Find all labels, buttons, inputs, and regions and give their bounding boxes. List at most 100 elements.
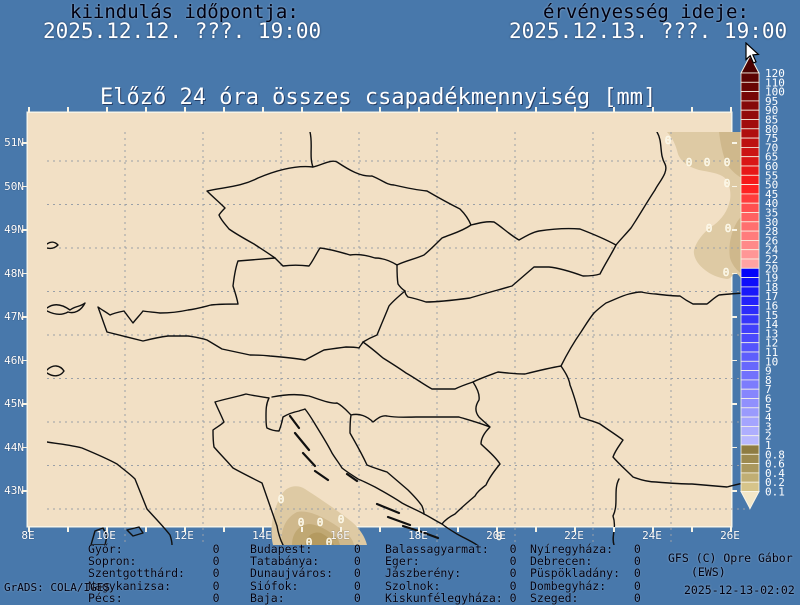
colorbar-segment: [740, 360, 760, 371]
lon-tick: [652, 107, 654, 112]
border-hungary: [362, 290, 751, 390]
zero-contour-label: 0: [338, 513, 345, 526]
lon-tick: [340, 107, 342, 112]
border-serbia-romania-bulgaria: [560, 365, 751, 546]
colorbar-tick-label: 0.4: [765, 467, 785, 480]
station-row: Jászberény: 0: [385, 566, 517, 581]
precip-area-light-ne: [667, 132, 751, 284]
lon-tick: [145, 107, 147, 112]
precip-area-darkest-sw: [305, 532, 335, 545]
lat-label: 44N: [4, 440, 24, 454]
coast-croatian-islands: [289, 414, 440, 540]
colorbar-segment: [740, 156, 760, 167]
colorbar-segment: [740, 193, 760, 204]
colorbar-segment: [740, 277, 760, 288]
station-row: Siófok: 0: [250, 578, 361, 593]
border-czech: [206, 160, 472, 267]
border-slovakia: [396, 221, 617, 303]
grads-stamp: GrADS: COLA/IGES: [4, 581, 110, 594]
colorbar-segment: [740, 323, 760, 334]
colorbar-tick-label: 3: [765, 420, 772, 433]
colorbar-segment: [740, 212, 760, 223]
zero-contour-label: 0: [724, 177, 731, 190]
station-row: Eger: 0: [385, 554, 517, 569]
colorbar-segment: [740, 267, 760, 279]
colorbar-tick-label: 0.2: [765, 476, 785, 489]
colorbar-tick-label: 14: [765, 318, 779, 331]
station-row: Győr: 0: [88, 542, 220, 556]
station-row: Tatabánya: 0: [250, 554, 361, 569]
colorbar-tick-label: 65: [765, 151, 778, 164]
valid-time-value: 2025.12.13. ???. 19:00: [509, 19, 788, 43]
lat-tick: [22, 446, 27, 448]
colorbar-segment: [740, 165, 760, 176]
lon-tick: [574, 527, 576, 532]
lon-tick: [613, 107, 615, 112]
border-oder: [309, 131, 314, 168]
lon-label: 16E: [330, 529, 350, 542]
colorbar-tick-label: 28: [765, 225, 778, 238]
lat-tick: [732, 185, 737, 187]
colorbar-tick-label: 19: [765, 272, 778, 285]
colorbar-tick-label: 0.6: [765, 458, 785, 471]
colorbar-segment: [740, 147, 760, 158]
colorbar-tick-label: 30: [765, 216, 778, 229]
lon-tick: [691, 527, 693, 532]
colorbar-segment: [740, 481, 760, 492]
station-row: Baja: 0: [250, 590, 361, 605]
colorbar-tick-label: 0.1: [765, 486, 785, 499]
lat-label: 45N: [4, 397, 24, 410]
colorbar-segment: [740, 351, 760, 362]
lat-tick: [732, 446, 737, 448]
station-row: Dunaujváros: 0: [250, 566, 361, 581]
lat-tick: [22, 316, 27, 318]
lon-tick: [301, 527, 303, 532]
station-row: Sopron: 0: [88, 554, 220, 569]
lat-label: 50N: [4, 179, 24, 193]
colorbar-tick-label: 18: [765, 281, 778, 294]
station-row: Dombegyház: 0: [530, 578, 641, 593]
lon-tick: [418, 527, 420, 532]
colorbar-tick-label: 110: [765, 76, 785, 89]
colorbar-tick-label: 75: [765, 132, 778, 145]
colorbar-segment: [740, 332, 760, 344]
lon-tick: [652, 527, 654, 532]
zero-contour-label: 0: [306, 536, 313, 545]
station-row: Püspökladány: 0: [530, 566, 641, 581]
lat-tick: [22, 490, 27, 492]
station-row: Szeged: 0: [530, 590, 641, 605]
lon-tick: [730, 107, 732, 112]
station-row: Nagykanizsa: 0: [88, 578, 220, 593]
lat-label: 51N: [4, 136, 24, 149]
credit-line-2: (EWS): [691, 565, 726, 579]
lat-tick: [732, 142, 737, 144]
colorbar-tick-label: 2: [765, 430, 772, 443]
border-balkans: [271, 381, 501, 525]
zero-contour-label: 0: [298, 516, 305, 529]
lat-tick: [22, 229, 27, 231]
lon-tick: [301, 107, 303, 112]
colorbar-segment: [740, 174, 760, 186]
colorbar-tick-label: 70: [765, 141, 778, 154]
lon-tick: [535, 107, 537, 112]
colorbar-tick-label: 15: [765, 309, 778, 322]
colorbar-segment: [740, 444, 760, 455]
colorbar-below-min: [740, 491, 760, 510]
lon-tick: [496, 527, 498, 532]
mouse-cursor: [745, 42, 760, 64]
colorbar-segment: [740, 109, 760, 120]
lat-tick: [732, 229, 737, 231]
lon-tick: [223, 527, 225, 532]
lat-tick: [22, 359, 27, 361]
colorbar-tick-label: 13: [765, 327, 778, 340]
colorbar-segment: [740, 463, 760, 474]
zero-contour-label: 0: [706, 222, 713, 235]
lon-tick: [457, 107, 459, 112]
lon-tick: [184, 527, 186, 532]
colorbar-tick-label: 40: [765, 197, 778, 210]
colorbar-tick-label: 6: [765, 393, 772, 406]
lon-tick: [730, 527, 732, 532]
colorbar-segment: [740, 398, 760, 409]
